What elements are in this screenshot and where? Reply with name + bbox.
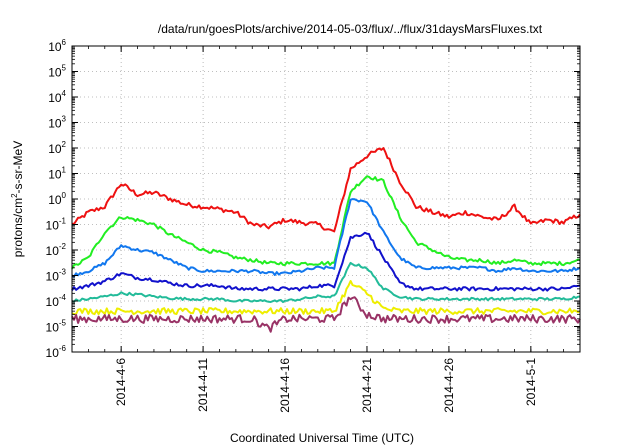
y-tick-label: 104: [48, 89, 66, 105]
x-tick-label: 2014-4-26: [442, 358, 456, 413]
x-tick-label: 2014-4-16: [278, 358, 292, 413]
x-tick-label: 2014-4-11: [196, 358, 210, 412]
y-axis-label: protons/cm2-s-sr-MeV: [10, 141, 25, 257]
series-layer: [71, 147, 581, 333]
y-tick-label: 10-2: [46, 242, 67, 258]
y-tick-label: 10-5: [46, 319, 67, 335]
y-tick-label: 10-3: [46, 268, 67, 284]
series-line: [71, 175, 581, 270]
series-line: [71, 280, 581, 316]
series-line: [71, 198, 581, 278]
series-line: [71, 261, 581, 304]
y-tick-label: 10-6: [46, 344, 67, 360]
y-tick-label: 105: [48, 64, 66, 80]
y-tick-label: 101: [48, 166, 66, 182]
x-tick-label: 2014-4-6: [114, 358, 128, 406]
x-tick-label: 2014-5-1: [524, 358, 538, 406]
chart-title: /data/run/goesPlots/archive/2014-05-03/f…: [158, 22, 543, 36]
series-line: [71, 147, 581, 233]
series-line: [71, 231, 581, 292]
y-tick-label: 102: [48, 140, 66, 156]
y-axis: 10-6 10-5 10-4 10-3 10-2 10-1 100 101 102 103 104 1…: [46, 38, 580, 360]
y-tick-label: 10-4: [46, 293, 67, 309]
x-axis-label: Coordinated Universal Time (UTC): [230, 431, 414, 445]
series-line: [71, 296, 581, 333]
x-tick-label: 2014-4-21: [360, 358, 374, 413]
grid: [72, 46, 580, 352]
y-tick-label: 10-1: [46, 217, 67, 233]
y-tick-label: 100: [48, 191, 66, 207]
y-tick-label: 106: [48, 38, 66, 54]
y-tick-label: 103: [48, 115, 66, 131]
x-axis: 2014-4-6 2014-4-11 2014-4-16 2014-4-21 2014-…: [71, 46, 581, 413]
